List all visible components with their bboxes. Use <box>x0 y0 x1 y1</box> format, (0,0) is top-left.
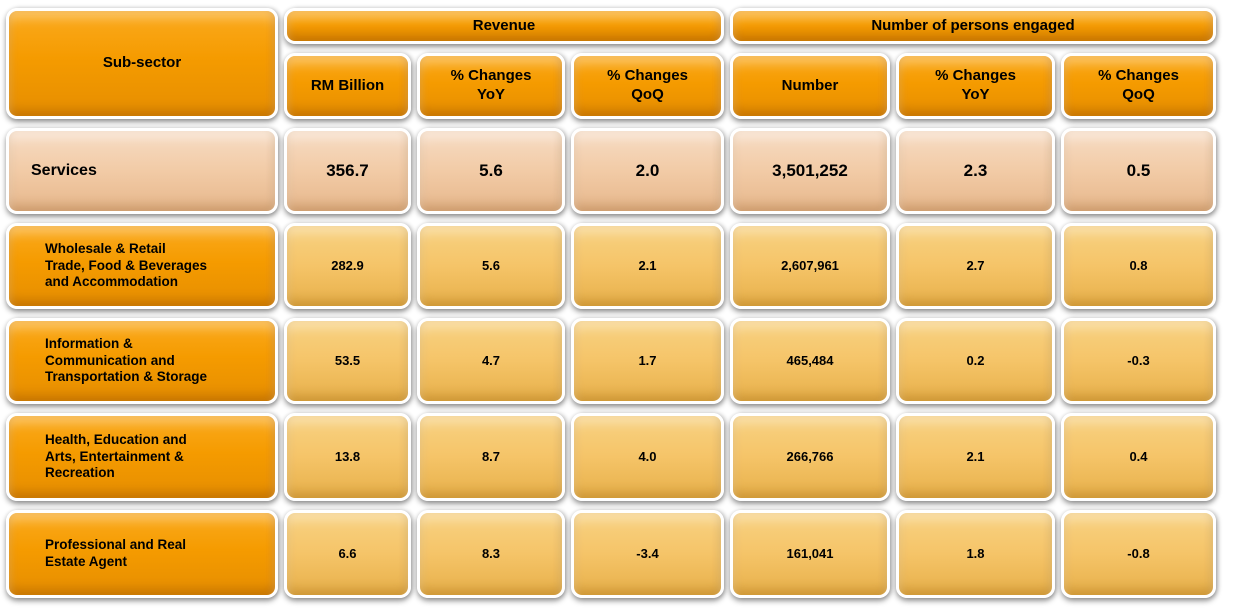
value-cell: 1.7 <box>571 318 724 404</box>
col-header-number: Number <box>730 53 890 119</box>
value-cell: 282.9 <box>284 223 411 309</box>
value-cell: 0.5 <box>1061 128 1216 214</box>
corner-header-subsector: Sub-sector <box>6 8 278 119</box>
value-cell: 13.8 <box>284 413 411 501</box>
value-cell: 465,484 <box>730 318 890 404</box>
col-header-persons-qoq: % Changes QoQ <box>1061 53 1216 119</box>
col-header-revenue-yoy: % Changes YoY <box>417 53 565 119</box>
row-label-professional-real-estate: Professional and Real Estate Agent <box>6 510 278 598</box>
value-cell: 6.6 <box>284 510 411 598</box>
group-header-persons-engaged: Number of persons engaged <box>730 8 1216 44</box>
col-header-revenue-qoq: % Changes QoQ <box>571 53 724 119</box>
value-cell: 0.8 <box>1061 223 1216 309</box>
value-cell: 2.1 <box>896 413 1055 501</box>
value-cell: 2.7 <box>896 223 1055 309</box>
value-cell: 1.8 <box>896 510 1055 598</box>
value-cell: 2,607,961 <box>730 223 890 309</box>
value-cell: 4.7 <box>417 318 565 404</box>
value-cell: -0.3 <box>1061 318 1216 404</box>
row-label-information-communication: Information & Communication and Transpor… <box>6 318 278 404</box>
value-cell: 4.0 <box>571 413 724 501</box>
value-cell: 2.0 <box>571 128 724 214</box>
value-cell: 5.6 <box>417 128 565 214</box>
value-cell: 0.4 <box>1061 413 1216 501</box>
value-cell: 3,501,252 <box>730 128 890 214</box>
value-cell: -0.8 <box>1061 510 1216 598</box>
value-cell: 2.3 <box>896 128 1055 214</box>
value-cell: 356.7 <box>284 128 411 214</box>
value-cell: 161,041 <box>730 510 890 598</box>
value-cell: -3.4 <box>571 510 724 598</box>
col-header-persons-yoy: % Changes YoY <box>896 53 1055 119</box>
value-cell: 53.5 <box>284 318 411 404</box>
group-header-revenue: Revenue <box>284 8 724 44</box>
value-cell: 5.6 <box>417 223 565 309</box>
value-cell: 0.2 <box>896 318 1055 404</box>
value-cell: 266,766 <box>730 413 890 501</box>
value-cell: 8.7 <box>417 413 565 501</box>
col-header-rm-billion: RM Billion <box>284 53 411 119</box>
value-cell: 2.1 <box>571 223 724 309</box>
row-label-wholesale-retail: Wholesale & Retail Trade, Food & Beverag… <box>6 223 278 309</box>
value-cell: 8.3 <box>417 510 565 598</box>
row-label-services: Services <box>6 128 278 214</box>
row-label-health-education: Health, Education and Arts, Entertainmen… <box>6 413 278 501</box>
